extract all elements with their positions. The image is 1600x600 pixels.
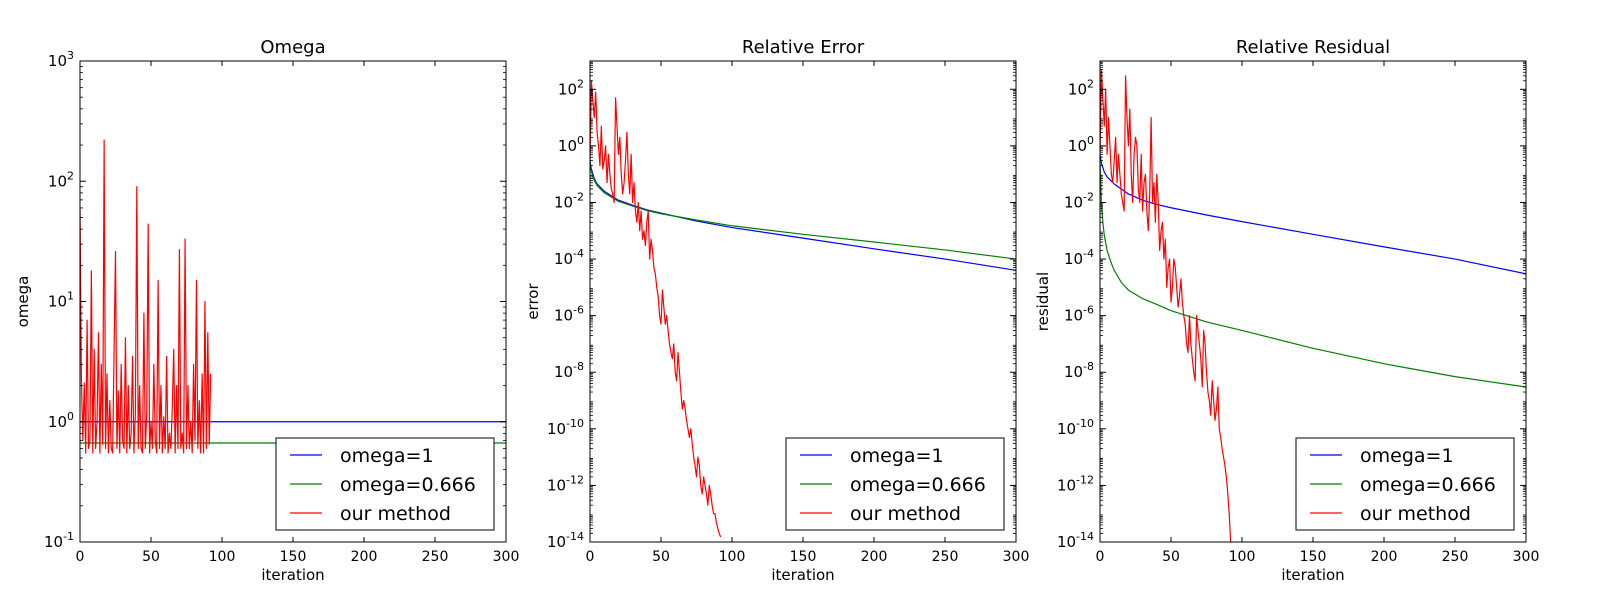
series-line-3 — [80, 139, 212, 454]
y-tick-label: 100 — [48, 410, 74, 431]
legend: omega=1 omega=0.666 our method — [785, 437, 1005, 531]
series-group — [1100, 68, 1526, 542]
y-tick-label: 10-10 — [547, 417, 584, 438]
legend-label: our method — [340, 503, 451, 525]
x-tick-label: 0 — [586, 549, 595, 565]
legend: omega=1 omega=0.666 our method — [275, 437, 495, 531]
x-tick-label: 100 — [1229, 549, 1256, 565]
legend: omega=1 omega=0.666 our method — [1295, 437, 1515, 531]
chart-title: Relative Residual — [1236, 37, 1390, 58]
x-tick-label: 50 — [142, 549, 160, 565]
y-tick-label: 100 — [558, 134, 584, 155]
x-tick-label: 250 — [422, 549, 449, 565]
y-tick-label: 10-14 — [547, 530, 584, 551]
y-tick-label: 10-12 — [1057, 473, 1094, 494]
series-line-3 — [1100, 68, 1232, 542]
y-tick-label: 102 — [48, 169, 74, 190]
x-tick-label: 250 — [932, 549, 959, 565]
y-axis-label: residual — [1034, 272, 1052, 331]
x-tick-label: 50 — [1162, 549, 1180, 565]
series-line-1 — [590, 160, 1016, 271]
x-tick-label: 0 — [1096, 549, 1105, 565]
y-tick-label: 101 — [48, 290, 74, 311]
y-tick-label: 10-6 — [1064, 304, 1094, 325]
y-tick-label: 10-12 — [547, 473, 584, 494]
y-tick-label: 10-4 — [1064, 247, 1094, 268]
legend-label: omega=1 — [850, 445, 944, 467]
legend-label: omega=1 — [340, 445, 434, 467]
x-tick-label: 100 — [719, 549, 746, 565]
y-tick-label: 102 — [558, 77, 584, 98]
series-line-1 — [1100, 154, 1526, 275]
legend-label: our method — [1360, 503, 1471, 525]
x-tick-label: 250 — [1442, 549, 1469, 565]
x-axis-label: iteration — [261, 566, 324, 584]
series-line-3 — [590, 80, 722, 538]
legend-label: our method — [850, 503, 961, 525]
x-tick-label: 0 — [76, 549, 85, 565]
chart-title: Relative Error — [742, 37, 865, 58]
x-axis-label: iteration — [771, 566, 834, 584]
y-tick-label: 100 — [1068, 134, 1094, 155]
chart-panel-2: 0 50 100 150 200 250 300 10-14 10-12 10-10 10-8 10-… — [524, 37, 1029, 584]
x-tick-label: 150 — [1300, 549, 1327, 565]
y-tick-label: 10-4 — [554, 247, 584, 268]
chart-panel-3: 0 50 100 150 200 250 300 10-14 10-12 10-10 10-8 10-… — [1034, 37, 1539, 584]
y-tick-label: 10-1 — [44, 530, 74, 551]
y-tick-label: 10-8 — [554, 360, 584, 381]
x-tick-label: 150 — [790, 549, 817, 565]
legend-label: omega=1 — [1360, 445, 1454, 467]
legend-label: omega=0.666 — [850, 474, 986, 496]
series-line-2 — [590, 162, 1016, 260]
legend-label: omega=0.666 — [1360, 474, 1496, 496]
y-tick-label: 102 — [1068, 77, 1094, 98]
x-tick-label: 50 — [652, 549, 670, 565]
chart-panel-1: 0 50 100 150 200 250 300 10-1 100 101 102 103 Omega i… — [14, 37, 519, 584]
x-tick-label: 300 — [1003, 549, 1030, 565]
y-tick-label: 103 — [48, 49, 74, 70]
x-tick-label: 150 — [280, 549, 307, 565]
y-tick-label: 10-2 — [1064, 190, 1094, 211]
x-tick-label: 300 — [493, 549, 520, 565]
y-tick-label: 10-14 — [1057, 530, 1094, 551]
x-tick-label: 300 — [1513, 549, 1540, 565]
series-group — [80, 139, 506, 454]
y-tick-label: 10-10 — [1057, 417, 1094, 438]
legend-label: omega=0.666 — [340, 474, 476, 496]
y-tick-label: 10-2 — [554, 190, 584, 211]
y-tick-label: 10-8 — [1064, 360, 1094, 381]
series-group — [590, 80, 1016, 538]
series-line-2 — [1100, 160, 1526, 388]
x-tick-label: 200 — [351, 549, 378, 565]
x-tick-label: 200 — [861, 549, 888, 565]
x-tick-label: 100 — [209, 549, 236, 565]
x-tick-label: 200 — [1371, 549, 1398, 565]
y-tick-label: 10-6 — [554, 304, 584, 325]
y-axis-label: error — [524, 283, 542, 320]
x-axis-label: iteration — [1281, 566, 1344, 584]
y-axis-label: omega — [14, 276, 32, 328]
chart-title: Omega — [260, 37, 325, 58]
